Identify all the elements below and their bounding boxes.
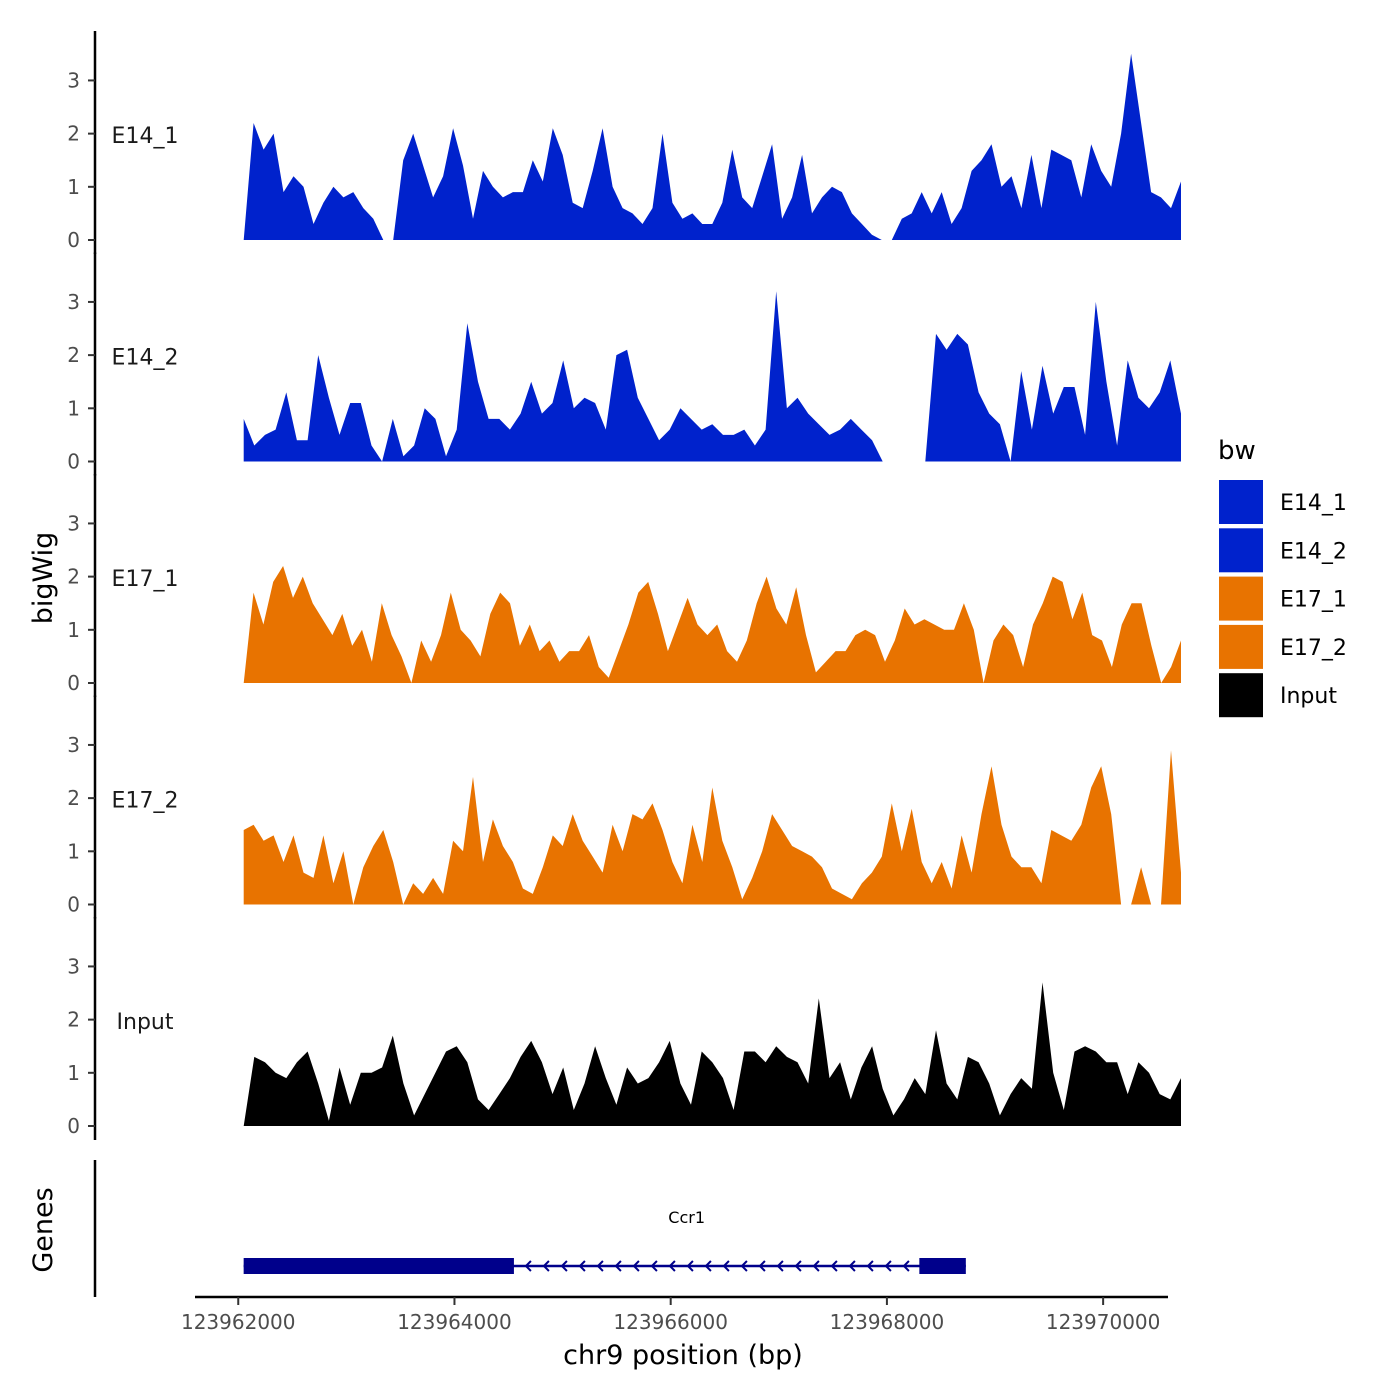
track-panels: 0 1 2 3 E14_1 0 1 2 3 E14_2 0 1 2 3 E17_1 0 1 2 3 E17_2 0 1 2 3…: [67, 31, 1181, 1140]
y-tick-label: 3: [67, 733, 80, 757]
area-Input: [243, 982, 1181, 1126]
strand-arrow: [524, 1260, 532, 1272]
y-tick-label: 0: [67, 450, 80, 474]
x-tick-label: 123968000: [830, 1310, 945, 1334]
x-axis-title: chr9 position (bp): [563, 1340, 803, 1371]
area-E17_2: [243, 750, 1181, 905]
track-label: E17_1: [112, 567, 179, 592]
strand-arrow: [722, 1260, 730, 1272]
y-tick-label: 1: [67, 1061, 80, 1085]
strand-arrow: [560, 1260, 568, 1272]
gene-label: Ccr1: [668, 1208, 705, 1227]
track-label: E14_1: [112, 124, 179, 149]
y-tick-label: 3: [67, 954, 80, 978]
legend-swatch-E14_1: [1219, 480, 1263, 524]
y-tick-label: 2: [67, 122, 80, 146]
strand-arrow: [578, 1260, 586, 1272]
x-axis: 123962000 123964000 123966000 123968000 1239…: [181, 1295, 1168, 1334]
area-E14_1: [243, 53, 1181, 240]
strand-arrow: [830, 1260, 838, 1272]
y-tick-label: 3: [67, 68, 80, 92]
track-panel-E17_2: 0 1 2 3 E17_2: [67, 695, 1181, 919]
y-axis-title: bigWig: [28, 532, 59, 625]
strand-arrow: [632, 1260, 640, 1272]
legend-title: bw: [1218, 436, 1256, 466]
legend-swatch-E14_2: [1219, 528, 1263, 573]
x-tick-label: 123966000: [613, 1310, 728, 1334]
gene-exon: [243, 1258, 514, 1274]
y-tick-label: 0: [67, 671, 80, 695]
strand-arrow: [740, 1260, 748, 1272]
strand-arrow: [776, 1260, 784, 1272]
y-tick-label: 1: [67, 839, 80, 863]
y-tick-label: 2: [67, 565, 80, 589]
x-tick-label: 123964000: [397, 1310, 512, 1334]
strand-arrow: [596, 1260, 604, 1272]
strand-arrow: [614, 1260, 622, 1272]
legend-label: E17_2: [1280, 636, 1347, 661]
strand-arrow: [704, 1260, 712, 1272]
legend-label: Input: [1280, 684, 1337, 709]
legend-label: E17_1: [1280, 588, 1347, 613]
y-tick-label: 1: [67, 618, 80, 642]
x-tick-label: 123970000: [1046, 1310, 1161, 1334]
track-label: E17_2: [112, 789, 179, 814]
area-E17_1: [243, 566, 1181, 683]
legend-swatch-Input: [1219, 673, 1263, 718]
strand-arrow: [668, 1260, 676, 1272]
y-tick-label: 3: [67, 290, 80, 314]
strand-arrow: [902, 1260, 910, 1272]
y-tick-label: 0: [67, 893, 80, 917]
strand-arrow: [848, 1260, 856, 1272]
genes-axis-title: Genes: [28, 1187, 59, 1272]
legend-swatch-E17_2: [1219, 624, 1263, 669]
y-tick-label: 2: [67, 786, 80, 810]
track-label: E14_2: [112, 346, 179, 371]
y-tick-label: 2: [67, 343, 80, 367]
x-tick-label: 123962000: [181, 1310, 296, 1334]
area-E14_2: [243, 291, 1181, 462]
y-tick-label: 1: [67, 396, 80, 420]
gene-exon: [919, 1258, 966, 1274]
legend: E14_1 E14_2 E17_1 E17_2 Input: [1219, 480, 1347, 718]
track-panel-E17_1: 0 1 2 3 E17_1: [67, 474, 1181, 697]
track-panel-Input: 0 1 2 3 Input: [67, 917, 1181, 1140]
y-tick-label: 3: [67, 511, 80, 535]
strand-arrow: [542, 1260, 550, 1272]
strand-arrow: [650, 1260, 658, 1272]
legend-label: E14_2: [1280, 539, 1347, 564]
strand-arrow: [866, 1260, 874, 1272]
y-tick-label: 2: [67, 1008, 80, 1032]
strand-arrow: [758, 1260, 766, 1272]
y-tick-label: 1: [67, 175, 80, 199]
strand-arrow: [794, 1260, 802, 1272]
strand-arrow: [884, 1260, 892, 1272]
strand-arrow: [812, 1260, 820, 1272]
track-panel-E14_2: 0 1 2 3 E14_2: [67, 252, 1181, 476]
y-tick-label: 0: [67, 1114, 80, 1138]
strand-arrow: [686, 1260, 694, 1272]
track-label: Input: [117, 1010, 174, 1035]
legend-swatch-E17_1: [1219, 576, 1263, 621]
track-panel-E14_1: 0 1 2 3 E14_1: [67, 31, 1181, 254]
y-tick-label: 0: [67, 228, 80, 252]
legend-label: E14_1: [1280, 491, 1347, 516]
gene-track: Ccr1: [93, 1160, 966, 1297]
